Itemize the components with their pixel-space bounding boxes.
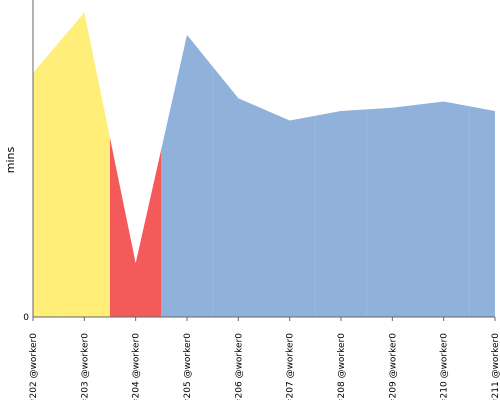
x-tick-label: #204 @worker0 (132, 333, 142, 400)
area-segment-5 (212, 66, 264, 317)
x-tick-label: #205 @worker0 (183, 333, 193, 400)
x-tick-label: #207 @worker0 (286, 333, 296, 400)
area-segment-8 (366, 104, 418, 317)
area-segment-2 (58, 12, 110, 318)
area-segment-1 (33, 42, 59, 318)
x-axis-ticks: #202 @worker0 #203 @worker0 #204 @worker0 #… (29, 317, 500, 400)
area-segment-4 (161, 34, 213, 318)
x-tick-label: #202 @worker0 (29, 333, 39, 400)
y-axis-ticks: 0 (23, 313, 29, 323)
area-segment-10 (469, 106, 495, 317)
area-segment-6 (264, 109, 316, 317)
x-tick-label: #208 @worker0 (337, 333, 347, 400)
x-tick-label: #203 @worker0 (80, 333, 90, 400)
area-segment-9 (418, 101, 470, 317)
x-tick-label: #209 @worker0 (388, 333, 398, 400)
x-tick-label: #210 @worker0 (440, 333, 450, 400)
area-segment-7 (315, 109, 367, 317)
area-segments (33, 12, 495, 318)
y-axis-label: mins (4, 146, 17, 173)
x-tick-label: #206 @worker0 (234, 333, 244, 400)
x-tick-label: #211 @worker0 (491, 333, 500, 400)
area-segment-3 (110, 137, 162, 317)
y-tick-label: 0 (23, 313, 29, 323)
